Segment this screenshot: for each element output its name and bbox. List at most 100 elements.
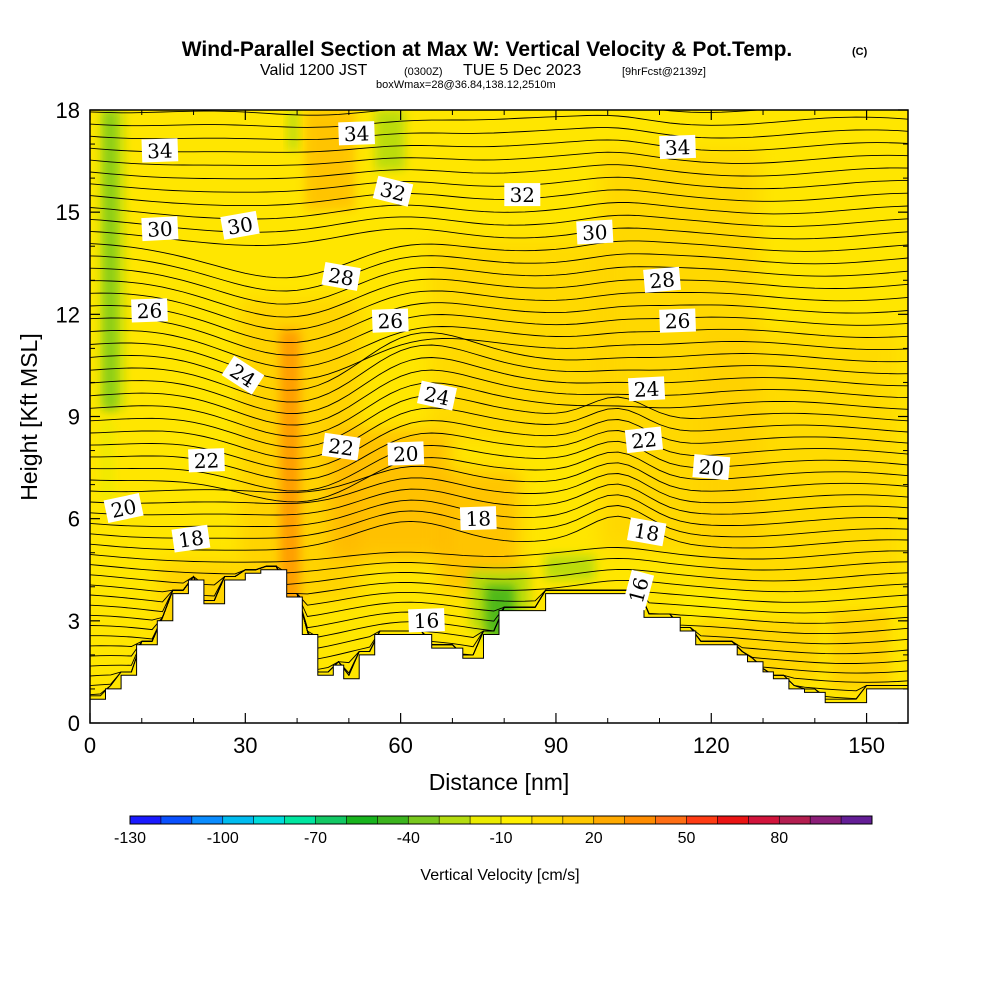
theta-label-box xyxy=(408,608,445,633)
theta-label-text: 18 xyxy=(632,518,661,546)
theta-label-box xyxy=(692,454,731,481)
theta-label: 22 xyxy=(321,432,361,461)
theta-label-box xyxy=(504,183,541,207)
theta-label-box xyxy=(387,441,425,466)
theta-contour-line xyxy=(90,505,908,539)
theta-contour-line xyxy=(90,344,908,403)
theta-label-text: 26 xyxy=(377,309,403,334)
velocity-region xyxy=(375,110,405,170)
theta-contour-line xyxy=(90,302,908,344)
theta-label-text: 28 xyxy=(326,263,355,291)
theta-contour-line xyxy=(90,139,908,153)
theta-label: 28 xyxy=(643,266,681,293)
theta-contour-line xyxy=(90,430,908,481)
theta-label-text: 18 xyxy=(177,525,206,552)
colorbar-label: Vertical Velocity [cm/s] xyxy=(420,867,579,884)
theta-label: 30 xyxy=(220,210,260,240)
theta-label-text: 30 xyxy=(225,212,254,240)
theta-contour-line xyxy=(90,494,908,527)
theta-label-text: 30 xyxy=(147,217,174,242)
theta-contour-line xyxy=(90,338,908,381)
theta-label-box xyxy=(321,432,361,461)
theta-label-box xyxy=(131,298,168,323)
colorbar-swatch xyxy=(408,816,440,824)
colorbar-tick-label: 80 xyxy=(770,830,788,847)
theta-label-box xyxy=(221,355,265,395)
colorbar-swatch xyxy=(501,816,533,824)
theta-contour-line xyxy=(90,382,908,437)
theta-label-text: 22 xyxy=(327,434,356,461)
theta-contour-line xyxy=(90,369,908,426)
theta-label-text: 34 xyxy=(664,135,690,160)
theta-contour-line xyxy=(90,314,908,356)
box-wmax-label: boxWmax=28@36.84,138.12,2510m xyxy=(376,79,556,91)
colorbar-tick-label: 20 xyxy=(585,830,603,847)
velocity-region xyxy=(680,590,740,620)
velocity-region xyxy=(280,330,300,610)
theta-contour-line xyxy=(90,114,908,128)
theta-contour-line xyxy=(90,462,908,494)
colorbar-swatch xyxy=(191,816,224,824)
theta-label: 20 xyxy=(387,441,425,466)
colorbar-tick-label: 50 xyxy=(678,830,696,847)
theta-label-text: 26 xyxy=(664,309,690,334)
theta-label: 26 xyxy=(371,308,409,334)
colorbar-swatch xyxy=(748,816,780,824)
theta-label-box xyxy=(622,569,655,611)
colorbar-swatch xyxy=(841,816,873,824)
theta-contour-line xyxy=(90,127,908,141)
velocity-region xyxy=(105,110,115,410)
colorbar-swatch xyxy=(531,816,564,824)
theta-label: 26 xyxy=(659,308,696,334)
y-tick-label: 6 xyxy=(68,507,80,532)
colorbar-swatch xyxy=(253,816,286,824)
colorbar-swatch xyxy=(346,816,378,824)
theta-label-text: 34 xyxy=(147,138,173,163)
theta-label-box xyxy=(103,493,144,524)
theta-label-text: 22 xyxy=(193,448,219,473)
colorbar-swatch xyxy=(779,816,811,824)
colorbar-swatch xyxy=(377,816,409,824)
x-tick-label: 30 xyxy=(233,733,257,758)
theta-label-box xyxy=(624,426,664,454)
theta-contour-line xyxy=(90,407,908,459)
plot-area xyxy=(90,110,908,723)
theta-contour-line xyxy=(90,557,908,575)
colorbar-tick-label: -100 xyxy=(207,830,239,847)
colorbar-swatch xyxy=(717,816,749,824)
theta-contour-line xyxy=(90,189,908,207)
theta-contour-line xyxy=(90,357,908,414)
theta-contour-line xyxy=(90,451,908,503)
theta-label: 16 xyxy=(622,569,655,611)
theta-label: 32 xyxy=(504,183,541,207)
theta-label-box xyxy=(141,138,179,163)
utc-time-label: (0300Z) xyxy=(404,66,443,78)
x-tick-label: 90 xyxy=(544,733,568,758)
theta-contour-line xyxy=(90,326,908,368)
colorbar-swatch xyxy=(222,816,255,824)
theta-label-text: 26 xyxy=(136,298,162,323)
colorbar-swatch xyxy=(624,816,657,824)
colorbar-swatch xyxy=(284,816,316,824)
theta-label: 26 xyxy=(131,298,168,323)
colorbar-swatch xyxy=(593,816,626,824)
colorbar-tick-label: -10 xyxy=(489,830,512,847)
date-label: TUE 5 Dec 2023 xyxy=(463,62,581,79)
theta-label-text: 24 xyxy=(422,382,452,411)
theta-label-box xyxy=(627,376,666,402)
theta-label-box xyxy=(141,216,179,242)
axis-ticks: 0 30 60 90 120 150 0 3 6 9 12 15 18 xyxy=(56,98,908,758)
theta-contour-line xyxy=(90,176,908,193)
theta-label-box xyxy=(643,266,681,293)
theta-label-box xyxy=(321,261,361,291)
theta-contour-line xyxy=(90,240,908,279)
theta-label: 20 xyxy=(103,493,144,524)
theta-contour-line xyxy=(90,253,908,292)
colorbar-swatch xyxy=(686,816,718,824)
theta-label-text: 30 xyxy=(581,220,608,245)
velocity-region xyxy=(830,610,890,690)
theta-label-box xyxy=(626,517,667,547)
colorbar-swatch xyxy=(160,816,193,824)
